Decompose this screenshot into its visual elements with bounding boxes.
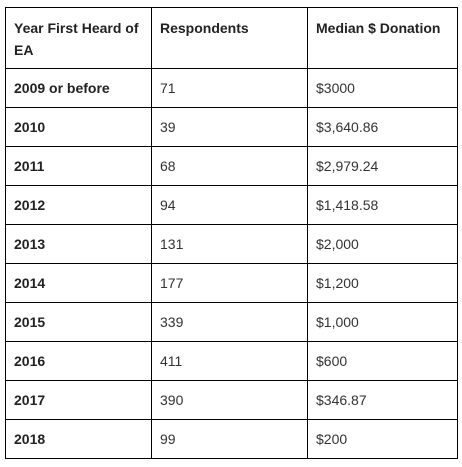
cell-median-donation: $3000 <box>307 68 458 108</box>
header-respondents: Respondents <box>151 7 308 69</box>
header-median-donation: Median $ Donation <box>307 7 458 69</box>
header-row: Year First Heard of EA Respondents Media… <box>5 7 458 69</box>
cell-median-donation: $3,640.86 <box>307 107 458 147</box>
table-row: 2012 94 $1,418.58 <box>5 185 458 225</box>
donation-table: Year First Heard of EA Respondents Media… <box>5 7 458 459</box>
header-year-first-heard: Year First Heard of EA <box>5 7 152 69</box>
cell-year: 2011 <box>5 146 152 186</box>
cell-respondents: 68 <box>151 146 308 186</box>
cell-respondents: 94 <box>151 185 308 225</box>
cell-year: 2017 <box>5 380 152 420</box>
cell-median-donation: $200 <box>307 419 458 459</box>
cell-median-donation: $2,000 <box>307 224 458 264</box>
cell-year: 2010 <box>5 107 152 147</box>
cell-median-donation: $1,418.58 <box>307 185 458 225</box>
table-row: 2014 177 $1,200 <box>5 263 458 303</box>
cell-median-donation: $2,979.24 <box>307 146 458 186</box>
table-body: 2009 or before 71 $3000 2010 39 $3,640.8… <box>5 68 458 459</box>
table-row: 2017 390 $346.87 <box>5 380 458 420</box>
cell-median-donation: $1,000 <box>307 302 458 342</box>
cell-year: 2009 or before <box>5 68 152 108</box>
cell-median-donation: $1,200 <box>307 263 458 303</box>
table-header: Year First Heard of EA Respondents Media… <box>5 7 458 69</box>
table-row: 2018 99 $200 <box>5 419 458 459</box>
cell-respondents: 71 <box>151 68 308 108</box>
cell-respondents: 411 <box>151 341 308 381</box>
cell-respondents: 131 <box>151 224 308 264</box>
table-row: 2010 39 $3,640.86 <box>5 107 458 147</box>
table-row: 2011 68 $2,979.24 <box>5 146 458 186</box>
cell-year: 2013 <box>5 224 152 264</box>
donation-table-container: Year First Heard of EA Respondents Media… <box>5 7 458 459</box>
cell-respondents: 177 <box>151 263 308 303</box>
table-row: 2015 339 $1,000 <box>5 302 458 342</box>
cell-year: 2012 <box>5 185 152 225</box>
cell-year: 2015 <box>5 302 152 342</box>
cell-year: 2016 <box>5 341 152 381</box>
cell-year: 2018 <box>5 419 152 459</box>
cell-respondents: 339 <box>151 302 308 342</box>
cell-respondents: 390 <box>151 380 308 420</box>
table-row: 2009 or before 71 $3000 <box>5 68 458 108</box>
cell-median-donation: $346.87 <box>307 380 458 420</box>
table-row: 2016 411 $600 <box>5 341 458 381</box>
cell-median-donation: $600 <box>307 341 458 381</box>
table-row: 2013 131 $2,000 <box>5 224 458 264</box>
cell-respondents: 39 <box>151 107 308 147</box>
cell-year: 2014 <box>5 263 152 303</box>
cell-respondents: 99 <box>151 419 308 459</box>
